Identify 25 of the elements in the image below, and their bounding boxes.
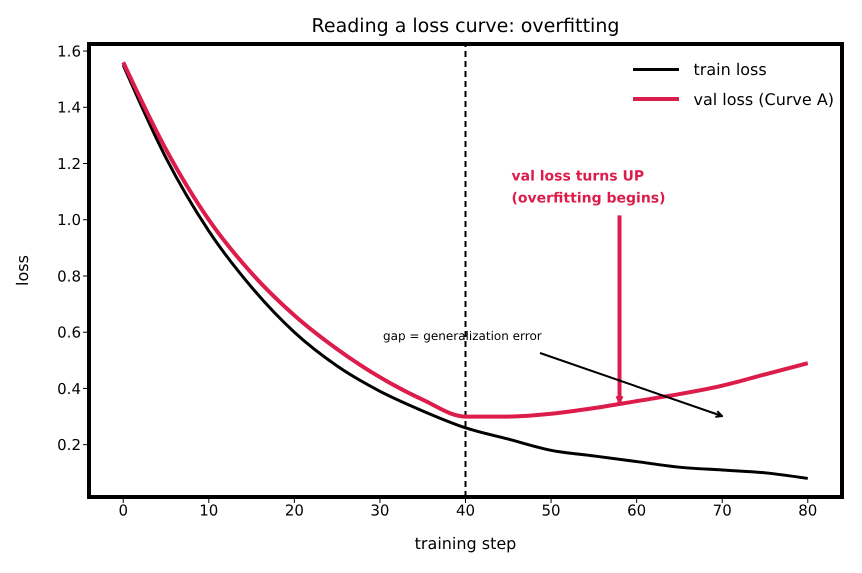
- x-tick-label: 50: [542, 502, 561, 520]
- x-axis-title: training step: [414, 534, 516, 553]
- y-tick-label: 1.0: [57, 211, 81, 230]
- y-tick-label: 1.2: [57, 154, 81, 173]
- annotation: val loss turns UP (overfitting begins): [512, 168, 666, 206]
- x-tick-label: 40: [456, 502, 476, 520]
- chart-title: Reading a loss curve: overfitting: [312, 15, 620, 37]
- x-tick-label: 30: [370, 502, 390, 520]
- legend-label: val loss (Curve A): [693, 90, 834, 108]
- legend-label: train loss: [693, 60, 767, 78]
- x-tick-label: 70: [712, 502, 732, 520]
- y-tick-label: 0.8: [57, 267, 81, 286]
- annotation: gap = generalization error: [383, 329, 542, 343]
- y-tick-label: 1.4: [57, 98, 81, 117]
- y-tick-label: 0.2: [57, 436, 81, 454]
- x-tick-label: 0: [118, 502, 128, 520]
- x-tick-label: 60: [627, 502, 646, 520]
- line-series: [121, 60, 810, 419]
- y-tick-label: 1.6: [57, 42, 81, 60]
- x-tick-label: 20: [284, 502, 304, 520]
- y-axis-title: loss: [13, 255, 32, 286]
- x-tick-label: 10: [199, 502, 218, 520]
- y-tick-label: 0.6: [57, 324, 81, 342]
- y-tick-label: 0.4: [57, 380, 81, 398]
- x-tick-label: 80: [798, 502, 818, 520]
